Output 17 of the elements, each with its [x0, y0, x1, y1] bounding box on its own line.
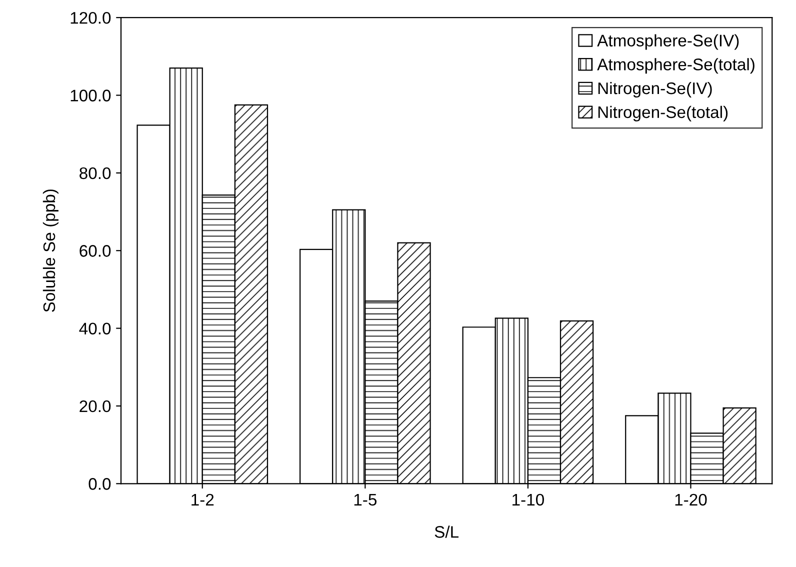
legend-label: Atmosphere-Se(total) [597, 58, 754, 74]
y-axis-title: Soluble Se (ppb) [42, 190, 58, 312]
legend-label: Nitrogen-Se(total) [598, 106, 728, 122]
y-tick-label: 20.0 [80, 400, 111, 412]
y-tick-label: 0.0 [88, 478, 111, 490]
y-tick-label: 60.0 [80, 245, 111, 257]
y-tick-label: 80.0 [80, 167, 111, 180]
x-axis-title: S/L [434, 526, 459, 538]
x-tick-label: 1-5 [354, 494, 377, 506]
y-tick-label: 100.0 [70, 90, 111, 102]
x-tick-label: 1-2 [192, 494, 214, 506]
legend-label: Nitrogen-Se(IV) [598, 82, 712, 98]
legend-label: Atmosphere-Se(IV) [597, 34, 739, 50]
x-tick-label: 1-10 [512, 494, 544, 506]
y-tick-label: 40.0 [79, 322, 111, 334]
x-tick-label: 1-20 [675, 494, 707, 506]
y-tick-label: 120.0 [70, 12, 111, 24]
